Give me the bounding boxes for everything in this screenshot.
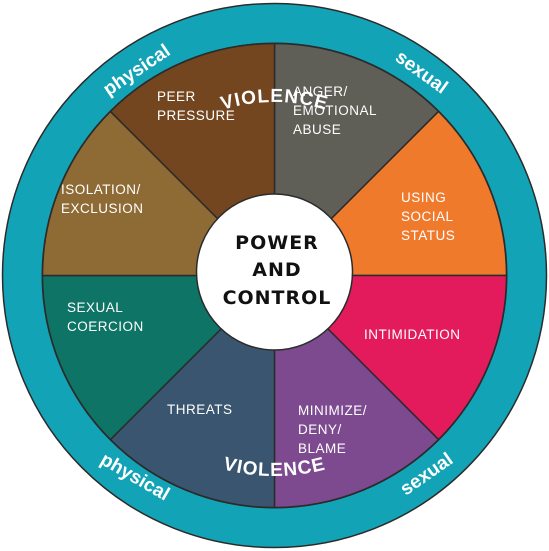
segment-label-line: USING	[401, 190, 446, 205]
segment-label-line: COERCION	[67, 319, 144, 334]
segment-label-line: SEXUAL	[67, 300, 123, 315]
segment-label-line: ANGER/	[293, 84, 348, 99]
center-title-line-2: AND	[252, 259, 301, 281]
center-title-line-1: POWER	[235, 232, 319, 254]
segment-label-sexual-coercion: SEXUAL COERCION	[67, 300, 144, 334]
segment-label-line: STATUS	[401, 228, 455, 243]
segment-labels: ANGER/EMOTIONAL ABUSE USING SOCIAL STATUS INT…	[61, 84, 461, 456]
segment-label-line: BLAME	[298, 441, 346, 456]
center-hub	[195, 193, 354, 351]
segment-label-using-social-status: USING SOCIAL STATUS	[401, 190, 455, 243]
segment-label-line: THREATS	[167, 402, 233, 417]
segment-label-line: EXCLUSION	[61, 201, 144, 216]
segment-label-line: PRESSURE	[157, 108, 235, 123]
segment-label-line: MINIMIZE/	[298, 403, 367, 418]
segment-label-minimize-deny-blame: MINIMIZE/DENY/BLAME	[298, 403, 367, 456]
segment-label-peer-pressure: PEER PRESSURE	[157, 89, 235, 123]
segment-label-line: EMOTIONAL	[293, 103, 377, 118]
center-title-line-3: CONTROL	[223, 287, 332, 309]
segment-label-line: INTIMIDATION	[364, 327, 461, 342]
segment-label-line: DENY/	[298, 422, 342, 437]
segment-label-line: ABUSE	[293, 122, 341, 137]
wheel-segments	[41, 42, 508, 509]
segment-label-line: ISOLATION/	[61, 182, 141, 197]
segment-label-intimidation: INTIMIDATION	[364, 327, 461, 342]
segment-label-isolation-exclusion: ISOLATION/EXCLUSION	[61, 182, 144, 216]
segment-label-line: SOCIAL	[401, 209, 454, 224]
segment-label-anger-emotional-abuse: ANGER/EMOTIONAL ABUSE	[293, 84, 377, 137]
segment-label-threats: THREATS	[167, 402, 233, 417]
segment-label-line: PEER	[157, 89, 196, 104]
